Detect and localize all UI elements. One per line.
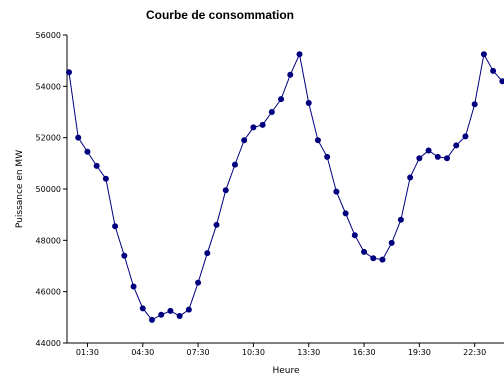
y-tick-label: 56000 [36, 31, 61, 40]
data-point [480, 51, 487, 58]
data-point [434, 153, 441, 160]
series-layer [66, 51, 504, 323]
x-axis-label: Heure [272, 366, 300, 376]
data-point [213, 221, 220, 228]
data-point [342, 210, 349, 217]
data-point [425, 147, 432, 154]
y-tick-label: 54000 [36, 82, 61, 91]
x-tick-label: 19:30 [408, 348, 431, 357]
data-point [388, 239, 395, 246]
data-point [139, 305, 146, 312]
y-axis-label: Puissance en MW [15, 150, 25, 228]
x-tick-label: 16:30 [353, 348, 376, 357]
data-point [296, 51, 303, 58]
x-tick-label: 01:30 [76, 348, 99, 357]
data-point [93, 162, 100, 169]
data-point [259, 121, 266, 128]
data-point [84, 148, 91, 155]
x-tick-label: 22:30 [463, 348, 486, 357]
data-point [314, 137, 321, 144]
data-point [204, 250, 211, 257]
y-tick-label: 52000 [36, 134, 61, 143]
chart-title: Courbe de consommation [146, 8, 294, 22]
data-point [176, 313, 183, 320]
data-point [75, 134, 82, 141]
data-point [370, 255, 377, 262]
data-point [167, 307, 174, 314]
data-point [471, 101, 478, 108]
data-point [407, 174, 414, 181]
data-point [231, 161, 238, 168]
x-tick-label: 04:30 [131, 348, 154, 357]
data-point [333, 188, 340, 195]
data-point [158, 311, 165, 318]
data-point [499, 78, 504, 85]
data-point [195, 279, 202, 286]
data-point [241, 137, 248, 144]
data-point [351, 232, 358, 239]
data-point [490, 67, 497, 74]
x-axis-ticks: 01:30 04:30 07:30 10:30 13:30 16:30 19:30 22:30 [76, 343, 486, 357]
data-point [444, 155, 451, 162]
data-point [268, 109, 275, 115]
data-point [453, 142, 460, 149]
x-tick-label: 13:30 [297, 348, 320, 357]
data-point [416, 155, 423, 162]
series-line [68, 52, 503, 321]
y-tick-label: 46000 [36, 288, 61, 297]
data-point [397, 216, 404, 223]
data-point [112, 223, 119, 230]
data-point [130, 283, 137, 290]
data-point [287, 71, 294, 78]
x-tick-label: 07:30 [187, 348, 210, 357]
x-tick-label: 10:30 [242, 348, 265, 357]
y-tick-label: 50000 [36, 185, 61, 194]
data-point [250, 124, 257, 131]
data-point [379, 256, 386, 263]
data-point [121, 252, 128, 259]
data-point [185, 306, 192, 313]
data-point [102, 175, 109, 182]
data-point [462, 133, 469, 140]
data-point [324, 153, 331, 160]
data-point [305, 100, 312, 107]
data-point [222, 187, 229, 194]
y-tick-label: 44000 [36, 339, 61, 348]
data-point [361, 248, 368, 255]
data-point [278, 96, 285, 103]
data-point [148, 316, 155, 323]
y-axis-ticks: 44000 46000 48000 50000 52000 54000 56000 [36, 31, 67, 348]
data-point [66, 69, 72, 76]
y-tick-label: 48000 [36, 236, 61, 245]
